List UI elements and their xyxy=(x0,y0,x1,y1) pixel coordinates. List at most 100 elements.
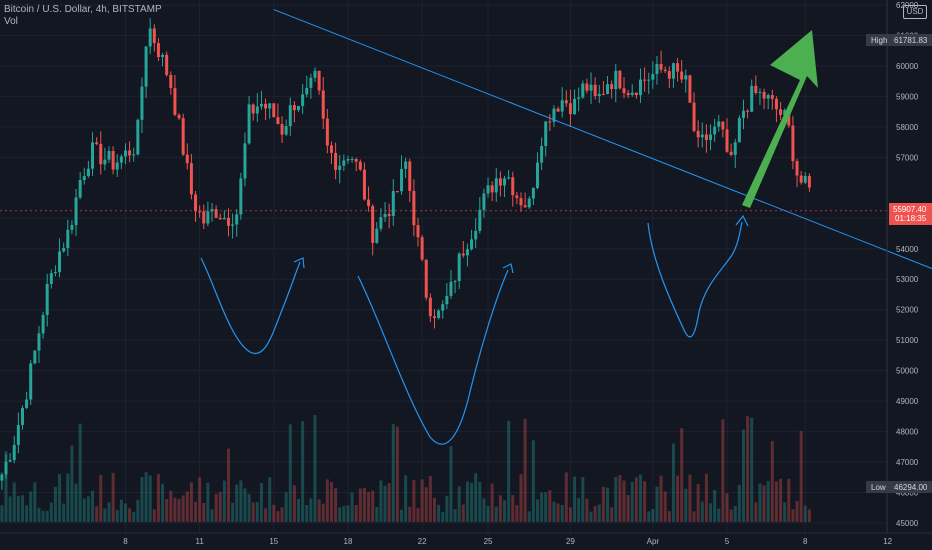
volume-bar xyxy=(371,490,375,522)
volume-bar xyxy=(482,498,486,522)
volume-bar xyxy=(511,495,515,522)
candle-body xyxy=(626,93,630,96)
volume-bar xyxy=(49,502,53,522)
candle-body xyxy=(297,106,301,111)
volume-bar xyxy=(540,492,544,522)
volume-bar xyxy=(358,488,362,522)
candle-body xyxy=(511,177,515,196)
candle-body xyxy=(692,102,696,131)
candle-body xyxy=(659,63,663,70)
volume-bar xyxy=(210,509,214,522)
candle-body xyxy=(482,193,486,210)
volume-bar xyxy=(292,485,296,522)
candle-body xyxy=(210,209,214,212)
candle-body xyxy=(358,161,362,170)
volume-bar xyxy=(45,510,49,522)
volume-bar xyxy=(161,483,165,522)
candle-body xyxy=(585,83,589,91)
candle-body xyxy=(544,121,548,146)
time-tick-label: 25 xyxy=(484,537,493,546)
volume-bar xyxy=(688,474,692,522)
volume-indicator-label[interactable]: Vol xyxy=(4,16,18,27)
candle-body xyxy=(41,314,45,334)
candle-body xyxy=(259,103,263,107)
chart-header: Bitcoin / U.S. Dollar, 4h, BITSTAMP Vol xyxy=(4,4,162,28)
hand-drawn-patterns[interactable] xyxy=(200,214,749,445)
candle-body xyxy=(552,108,556,122)
descending-trendline[interactable] xyxy=(273,9,932,289)
candle-body xyxy=(66,229,70,249)
candle-body xyxy=(8,460,12,462)
candle-body xyxy=(676,63,680,72)
volume-bar xyxy=(268,477,272,522)
volume-bar xyxy=(297,498,301,522)
volume-bar xyxy=(408,506,412,522)
candle-body xyxy=(461,253,465,256)
volume-bar xyxy=(346,505,350,522)
last-price-value: 55907.40 xyxy=(893,205,927,214)
candle-body xyxy=(465,249,469,256)
candle-body xyxy=(367,199,371,207)
volume-bar xyxy=(441,511,445,522)
volume-bar xyxy=(70,445,74,522)
volume-bar xyxy=(177,498,181,522)
currency-button[interactable]: USD xyxy=(903,5,927,19)
candle-body xyxy=(301,94,305,107)
candle-body xyxy=(634,92,638,96)
candle-body xyxy=(651,73,655,80)
candle-body xyxy=(589,84,593,91)
volume-bar xyxy=(338,507,342,522)
candle-body xyxy=(111,150,115,170)
volume-bar xyxy=(527,511,531,522)
volume-bar xyxy=(531,440,535,522)
price-tick-label: 58000 xyxy=(896,123,919,132)
volume-bar xyxy=(82,498,86,522)
candle-body xyxy=(457,253,461,282)
volume-bar xyxy=(309,498,313,522)
time-tick-label: 18 xyxy=(344,537,353,546)
candle-body xyxy=(766,95,770,99)
volume-bar xyxy=(445,495,449,522)
volume-bar xyxy=(779,478,783,522)
candle-body xyxy=(198,211,202,213)
volume-bar xyxy=(544,492,548,522)
volume-bar xyxy=(218,492,222,522)
candle-body xyxy=(478,209,482,231)
volume-bar xyxy=(239,480,243,522)
volume-bar xyxy=(247,494,251,522)
candle-body xyxy=(428,297,432,317)
head-arrowhead xyxy=(502,263,514,274)
candle-body xyxy=(531,187,535,199)
candle-body xyxy=(292,105,296,111)
candle-body xyxy=(733,142,737,155)
symbol-title[interactable]: Bitcoin / U.S. Dollar, 4h, BITSTAMP xyxy=(4,4,162,15)
candle-body xyxy=(737,118,741,143)
candle-body xyxy=(577,97,581,99)
volume-bar xyxy=(667,511,671,522)
candle-body xyxy=(251,104,255,114)
candle-body xyxy=(614,70,618,90)
candle-body xyxy=(74,197,78,226)
volume-bar xyxy=(235,484,239,522)
candle-body xyxy=(156,43,160,57)
volume-bar xyxy=(593,506,597,522)
volume-bar xyxy=(453,509,457,522)
candle-body xyxy=(622,88,626,94)
time-axis[interactable]: 8111518222529Apr581215 xyxy=(0,532,932,546)
volume-bar xyxy=(103,508,107,522)
candle-body xyxy=(70,225,74,230)
volume-bar xyxy=(132,511,136,522)
candle-body xyxy=(799,175,803,183)
candle-body xyxy=(535,162,539,188)
volume-bar xyxy=(400,509,404,522)
volume-bar xyxy=(762,485,766,522)
candle-body xyxy=(148,28,152,47)
candle-body xyxy=(309,77,313,88)
candle-body xyxy=(362,169,366,200)
price-axis[interactable]: 45000 46000 47000 48000 49000 50000 51000 52000… xyxy=(886,0,919,533)
volume-bar xyxy=(115,509,119,522)
candle-body xyxy=(779,109,783,116)
volume-bar xyxy=(503,500,507,522)
bullish-arrow[interactable] xyxy=(742,30,818,208)
